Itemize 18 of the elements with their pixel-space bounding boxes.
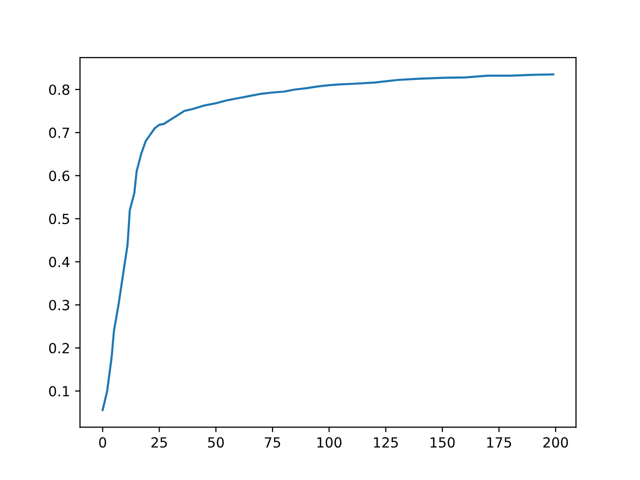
x-tick-label: 0 bbox=[99, 437, 106, 448]
y-tick-label: 0.3 bbox=[49, 300, 70, 310]
x-tick-label: 200 bbox=[543, 437, 568, 448]
y-tick-label: 0.8 bbox=[49, 84, 70, 95]
x-tick-label: 125 bbox=[374, 437, 398, 448]
y-tick-label: 0.4 bbox=[49, 256, 70, 268]
y-tick-label: 0.6 bbox=[49, 170, 70, 182]
x-tick-label: 50 bbox=[208, 437, 224, 448]
x-tick-label: 100 bbox=[317, 437, 342, 448]
y-tick-label: 0.5 bbox=[49, 214, 70, 224]
x-tick-label: 150 bbox=[430, 437, 455, 448]
y-tick-label: 0.7 bbox=[49, 128, 70, 138]
x-tick-label: 75 bbox=[264, 437, 280, 448]
line-series bbox=[102, 73, 554, 412]
y-tick-label: 0.2 bbox=[49, 342, 69, 354]
x-tick-label: 175 bbox=[487, 437, 512, 448]
x-tick-label: 25 bbox=[151, 437, 167, 448]
y-tick-label: 0.1 bbox=[49, 386, 69, 396]
